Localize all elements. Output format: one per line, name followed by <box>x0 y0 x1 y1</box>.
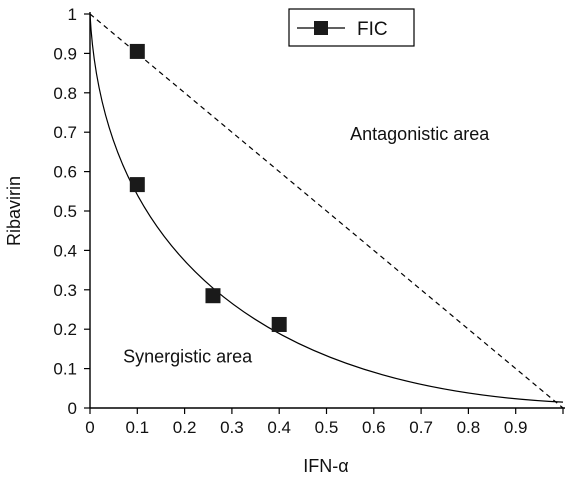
fic-point <box>129 177 145 193</box>
synergy-curve <box>89 13 564 403</box>
y-tick-label: 0.3 <box>53 281 77 300</box>
synergistic-area-label: Synergistic area <box>123 347 253 367</box>
y-tick-label: 0.8 <box>53 84 77 103</box>
x-tick-label: 0.9 <box>504 418 528 437</box>
y-tick-label: 0.4 <box>53 241 77 260</box>
y-tick-label: 0.9 <box>53 44 77 63</box>
x-tick-label: 0.8 <box>457 418 481 437</box>
y-ticks: 0 0.1 0.2 0.3 0.4 0.5 0.6 0.7 0.8 0.9 1 <box>53 5 90 418</box>
legend-label: FIC <box>357 19 388 40</box>
y-tick-label: 0.5 <box>53 202 77 221</box>
y-axis-title: Ribavirin <box>4 176 24 246</box>
fic-point <box>271 316 287 332</box>
x-tick-label: 0.3 <box>220 418 244 437</box>
y-tick-label: 1 <box>68 5 77 24</box>
y-tick-label: 0.2 <box>53 320 77 339</box>
legend-marker-square <box>314 21 328 35</box>
x-tick-label: 0.7 <box>409 418 433 437</box>
x-ticks: 0 0.1 0.2 0.3 0.4 0.5 0.6 0.7 0.8 0.9 <box>85 408 564 437</box>
axes <box>89 12 565 409</box>
y-tick-label: 0.6 <box>53 163 77 182</box>
legend: FIC <box>288 8 415 47</box>
x-tick-label: 0.6 <box>362 418 386 437</box>
x-tick-label: 0.5 <box>315 418 339 437</box>
x-tick-label: 0.1 <box>125 418 149 437</box>
x-tick-label: 0.2 <box>173 418 197 437</box>
fic-point <box>129 43 145 59</box>
data-points <box>129 43 287 332</box>
fic-point <box>205 288 221 304</box>
y-tick-label: 0.1 <box>53 360 77 379</box>
additivity-line-dashed <box>89 13 564 409</box>
antagonistic-area-label: Antagonistic area <box>350 124 490 144</box>
x-axis-title: IFN-α <box>303 456 348 476</box>
annotations: Antagonistic area Synergistic area <box>123 124 490 367</box>
y-tick-label: 0 <box>68 399 77 418</box>
y-tick-label: 0.7 <box>53 123 77 142</box>
x-tick-label: 0.4 <box>267 418 291 437</box>
x-tick-label: 0 <box>85 418 94 437</box>
